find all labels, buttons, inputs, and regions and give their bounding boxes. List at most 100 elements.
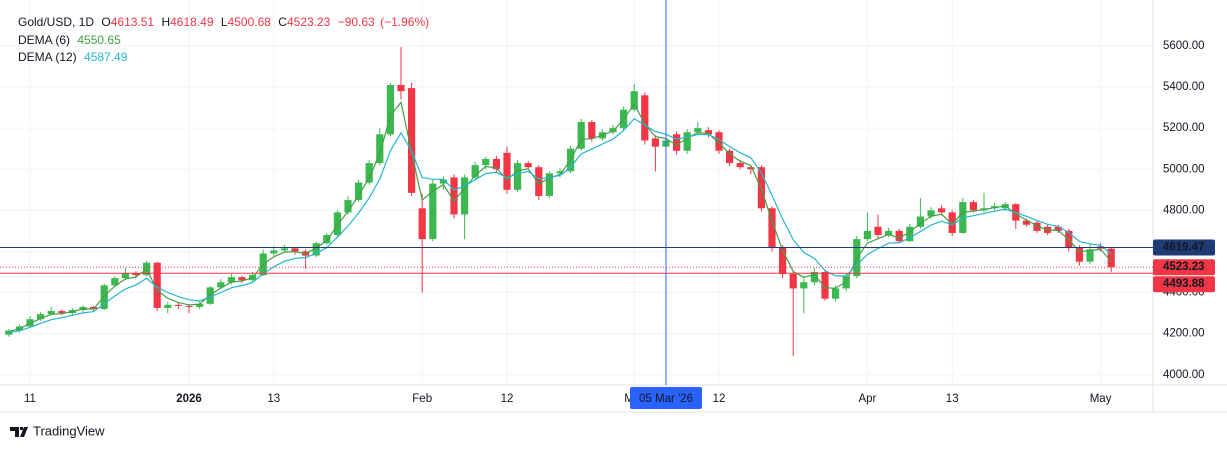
candle-body bbox=[789, 274, 797, 289]
candle-body bbox=[439, 179, 447, 184]
crosshair-time-label: 05 Mar '26 bbox=[639, 393, 693, 405]
change-percent: (−1.96%) bbox=[380, 15, 429, 29]
x-tick-label: Apr bbox=[858, 393, 876, 405]
candle-body bbox=[333, 212, 341, 235]
watermark-text: TradingView bbox=[33, 423, 105, 438]
candle-body bbox=[577, 121, 585, 149]
candle-body bbox=[683, 132, 691, 151]
candle-body bbox=[1054, 226, 1062, 231]
dema-line bbox=[8, 100, 1112, 333]
candle-body bbox=[938, 208, 946, 213]
change: −90.63 bbox=[338, 15, 375, 29]
x-tick-label: 12 bbox=[713, 393, 726, 405]
candle-body bbox=[736, 163, 744, 168]
candle-body bbox=[715, 132, 723, 151]
ohlc-letter: L bbox=[221, 15, 228, 29]
candle-body bbox=[121, 273, 129, 279]
candle-body bbox=[1022, 220, 1030, 225]
candle-body bbox=[492, 158, 500, 170]
candle-body bbox=[588, 121, 596, 139]
candle-body bbox=[609, 128, 617, 133]
x-tick-label: 2026 bbox=[176, 393, 202, 405]
legend-header: Gold/USD, 1D O4613.51 H4618.49 L4500.68 … bbox=[18, 15, 429, 29]
candle-body bbox=[556, 171, 564, 174]
legend-label: DEMA (12) bbox=[18, 50, 77, 64]
x-tick-label: Feb bbox=[412, 393, 432, 405]
candle-body bbox=[37, 314, 45, 320]
candle-body bbox=[270, 250, 278, 254]
candle-body bbox=[969, 202, 977, 211]
y-tick-label: 5200.00 bbox=[1163, 122, 1205, 134]
y-tick-label: 4200.00 bbox=[1163, 328, 1205, 340]
candle-body bbox=[323, 235, 331, 244]
candle-body bbox=[885, 230, 893, 235]
ohlc-letter: C bbox=[278, 15, 287, 29]
candle-body bbox=[5, 330, 13, 335]
candle-body bbox=[948, 212, 956, 233]
ohlc-value: 4618.49 bbox=[170, 15, 214, 29]
y-tick-label: 4800.00 bbox=[1163, 204, 1205, 216]
candle-body bbox=[694, 128, 702, 133]
candle-body bbox=[164, 304, 172, 308]
candle-body bbox=[874, 226, 882, 235]
candle-body bbox=[482, 158, 490, 166]
candle-body bbox=[863, 230, 871, 240]
candle-body bbox=[196, 303, 204, 307]
candle-body bbox=[450, 177, 458, 215]
legend-label: DEMA (6) bbox=[18, 33, 70, 47]
candle-body bbox=[90, 306, 98, 309]
price-label: 4523.23 bbox=[1163, 261, 1205, 273]
candle-body bbox=[514, 163, 522, 190]
price-label: 4493.88 bbox=[1163, 278, 1205, 290]
candle-body bbox=[1107, 248, 1115, 268]
x-tick-label: May bbox=[1090, 393, 1112, 405]
candle-body bbox=[26, 319, 34, 327]
candle-body bbox=[238, 277, 246, 281]
candle-body bbox=[779, 247, 787, 275]
ohlc-letter: O bbox=[101, 15, 110, 29]
candle-body bbox=[1033, 222, 1041, 231]
candle-body bbox=[408, 88, 416, 193]
candle-body bbox=[429, 183, 437, 240]
overlay: 05 Mar '26 4619.47 4523.23 4493.88 bbox=[0, 0, 1215, 409]
crosshair-time-box bbox=[630, 387, 702, 409]
candle-body bbox=[821, 271, 829, 299]
candle-body bbox=[227, 277, 235, 283]
y-tick-label: 5000.00 bbox=[1163, 163, 1205, 175]
candle-body bbox=[153, 262, 161, 308]
candle-body bbox=[58, 311, 66, 314]
y-tick-label: 4000.00 bbox=[1163, 369, 1205, 381]
candle-body bbox=[1075, 247, 1083, 262]
candle-body bbox=[312, 243, 320, 256]
candle-body bbox=[906, 226, 914, 242]
symbol: Gold/USD, 1D bbox=[18, 15, 94, 29]
candle-body bbox=[471, 165, 479, 178]
x-tick-label: 13 bbox=[946, 393, 959, 405]
candle-body bbox=[895, 230, 903, 242]
candle-body bbox=[726, 150, 734, 164]
price-label-box bbox=[1153, 276, 1215, 293]
candle-body bbox=[217, 282, 225, 288]
candle-body bbox=[386, 85, 394, 135]
dema-line bbox=[8, 117, 1112, 334]
candle-body bbox=[810, 271, 818, 283]
candle-body bbox=[747, 167, 755, 170]
candle-body bbox=[927, 210, 935, 217]
price-label-box bbox=[1153, 259, 1215, 276]
ohlc-letter: H bbox=[161, 15, 170, 29]
watermark: TradingView bbox=[10, 423, 105, 438]
x-tick-label: 13 bbox=[267, 393, 280, 405]
ohlc-value: 4613.51 bbox=[111, 15, 155, 29]
candle-body bbox=[673, 134, 681, 151]
ohlc-value: 4523.23 bbox=[287, 15, 331, 29]
logo bbox=[10, 427, 28, 437]
candle-body bbox=[545, 173, 553, 196]
candle-body bbox=[524, 163, 532, 168]
candle-body bbox=[132, 273, 140, 276]
legend-entry: DEMA (12) 4587.49 bbox=[18, 50, 128, 64]
legend-value: 4550.65 bbox=[77, 33, 121, 47]
plot bbox=[5, 46, 1115, 357]
candle-body bbox=[800, 282, 808, 289]
candle-body bbox=[47, 311, 55, 315]
